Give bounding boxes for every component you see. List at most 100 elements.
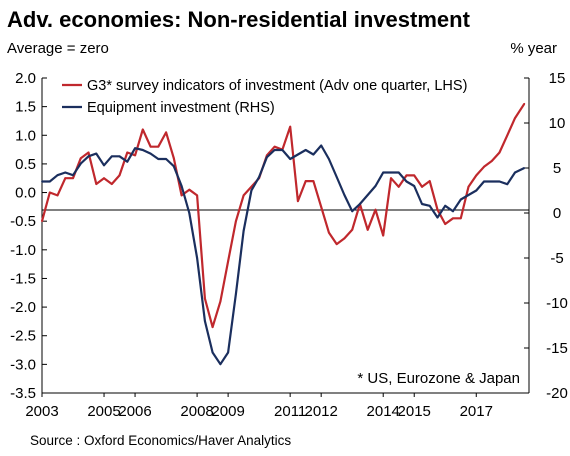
survey-point [48, 191, 51, 194]
equipment-point [498, 180, 501, 183]
survey-point [514, 117, 516, 119]
survey-point [382, 234, 385, 237]
survey-point [273, 145, 276, 148]
survey-point [149, 145, 152, 148]
survey-point [312, 180, 315, 183]
left-tick-label: -3.5 [10, 385, 36, 402]
series-line-equipment [42, 144, 525, 366]
equipment-point [359, 203, 361, 205]
equipment-point [118, 155, 121, 158]
survey-point [436, 208, 439, 211]
survey-point [328, 231, 330, 234]
survey-point [250, 185, 253, 188]
equipment-point [428, 204, 431, 207]
x-tick-label: 2012 [304, 403, 337, 420]
equipment-point [56, 174, 59, 177]
equipment-point [87, 155, 90, 158]
survey-point [180, 194, 183, 197]
equipment-point [452, 210, 454, 213]
survey-point [421, 185, 423, 188]
equipment-point [196, 257, 199, 259]
survey-point [56, 194, 59, 197]
equipment-point [397, 171, 400, 174]
x-tick-label: 2005 [87, 403, 120, 420]
left-tick-label: -2.0 [10, 299, 36, 316]
left-axis-ticks: 2.0 1.5 1.0 0.5 0.0 -0.5 -1.0 -1.5 -2.0 -2.5 -3.0 -… [10, 70, 47, 402]
left-tick-label: 1.0 [15, 127, 36, 144]
equipment-point [134, 147, 137, 150]
survey-point [390, 177, 392, 180]
equipment-point [436, 216, 439, 219]
x-tick-label: 2017 [460, 403, 493, 420]
equipment-point [297, 153, 299, 156]
equipment-point [335, 176, 338, 178]
survey-point [157, 145, 160, 148]
survey-point [188, 188, 191, 191]
survey-point [351, 228, 354, 231]
survey-point [141, 128, 144, 131]
equipment-point [266, 156, 268, 159]
survey-point [72, 177, 74, 180]
survey-point [126, 151, 129, 154]
source-text: Source : Oxford Economics/Haver Analytic… [30, 433, 291, 448]
equipment-point [382, 171, 385, 174]
equipment-point [242, 230, 245, 232]
equipment-point [312, 153, 315, 156]
x-tick-label: 2014 [367, 403, 400, 420]
left-axis-unit: Average = zero [7, 40, 109, 57]
right-tick-label: 5 [553, 160, 561, 177]
equipment-point [165, 158, 168, 160]
left-tick-label: -1.5 [10, 270, 36, 287]
equipment-point [204, 320, 206, 322]
survey-point [523, 102, 526, 105]
equipment-point [413, 185, 416, 187]
equipment-point [523, 167, 526, 169]
equipment-point [188, 212, 191, 214]
right-tick-label: -5 [550, 250, 563, 267]
survey-point [134, 154, 137, 157]
equipment-point [149, 152, 152, 155]
survey-point [490, 160, 493, 162]
equipment-point [273, 149, 276, 151]
equipment-point [351, 210, 354, 213]
equipment-point [514, 171, 516, 174]
equipment-point [490, 180, 493, 183]
survey-point [211, 326, 214, 328]
series-line-survey [40, 103, 526, 329]
series-lines [40, 102, 526, 366]
survey-point [87, 151, 90, 154]
x-tick-label: 2015 [398, 403, 431, 420]
x-tick-label: 2008 [180, 403, 213, 420]
equipment-point [95, 152, 98, 155]
right-tick-label: 15 [549, 70, 566, 87]
right-tick-label: -15 [546, 340, 568, 357]
equipment-point [180, 185, 183, 187]
equipment-point [304, 149, 307, 151]
equipment-point [483, 180, 485, 183]
left-tick-label: 0.0 [15, 185, 36, 202]
survey-point [343, 237, 346, 240]
right-tick-label: 10 [549, 115, 566, 132]
survey-point [320, 206, 323, 208]
equipment-point [343, 194, 346, 196]
survey-point [506, 134, 509, 137]
equipment-point [219, 363, 222, 366]
equipment-point [211, 351, 214, 354]
equipment-point [172, 165, 175, 168]
survey-point [204, 297, 206, 300]
equipment-point [48, 180, 51, 183]
equipment-point [110, 155, 113, 158]
survey-point [289, 125, 292, 128]
legend-label-survey: G3* survey indicators of investment (Adv… [87, 78, 467, 94]
x-tick-label: 2006 [118, 403, 151, 420]
left-tick-label: 1.5 [15, 99, 36, 116]
x-tick-label: 2009 [211, 403, 244, 420]
equipment-point [141, 149, 144, 151]
left-tick-label: 2.0 [15, 70, 36, 87]
chart-footnote: * US, Eurozone & Japan [357, 370, 520, 387]
equipment-point [258, 176, 260, 178]
equipment-point [374, 185, 377, 187]
survey-point [103, 177, 105, 180]
right-tick-label: -10 [546, 295, 568, 312]
